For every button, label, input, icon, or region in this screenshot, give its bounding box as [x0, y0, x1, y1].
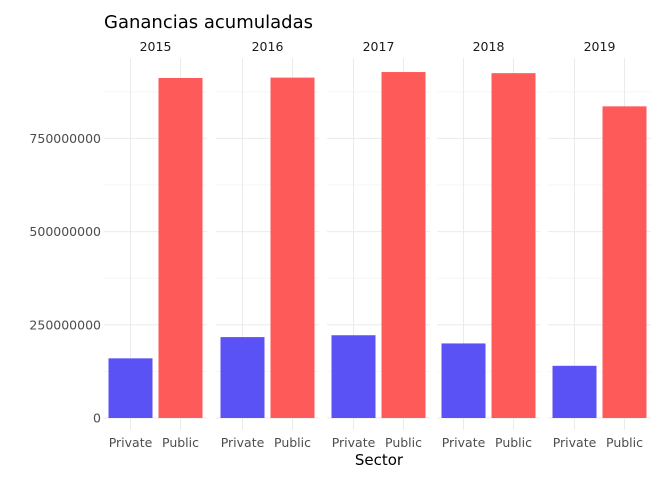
facet-panel-2018: 2018 Private Public [437, 39, 540, 450]
facet-panels: 2015 Private Public 2016 Private Public 2017 Pr… [104, 39, 651, 450]
bar-public-2015 [158, 78, 203, 418]
x-tick-label: Private [332, 435, 376, 450]
x-tick-label: Private [221, 435, 265, 450]
y-tick-label: 0 [93, 411, 101, 426]
x-tick-label: Private [442, 435, 486, 450]
bar-public-2016 [270, 77, 315, 418]
bar-private-2019 [552, 365, 597, 418]
facet-panel-2016: 2016 Private Public [216, 39, 319, 450]
x-tick-label: Public [606, 435, 643, 450]
facet-panel-2017: 2017 Private Public [327, 39, 430, 450]
facet-strip-label: 2018 [473, 39, 505, 54]
facet-panel-2015: 2015 Private Public [104, 39, 207, 450]
x-tick-label: Public [385, 435, 422, 450]
y-tick-label: 500000000 [29, 224, 101, 239]
x-axis-title: Sector [355, 451, 404, 469]
x-tick-label: Public [495, 435, 532, 450]
facet-strip-label: 2019 [584, 39, 616, 54]
bar-private-2017 [331, 335, 376, 418]
y-tick-label: 750000000 [29, 131, 101, 146]
bar-private-2016 [220, 337, 265, 418]
x-tick-label: Public [162, 435, 199, 450]
y-axis: 0 250000000 500000000 750000000 [29, 131, 101, 426]
facet-panel-2019: 2019 Private Public [548, 39, 651, 450]
bar-private-2015 [108, 358, 153, 418]
bar-public-2019 [602, 106, 647, 418]
facet-strip-label: 2017 [363, 39, 395, 54]
chart-title: Ganancias acumuladas [104, 12, 313, 33]
x-tick-label: Private [553, 435, 597, 450]
x-tick-label: Public [274, 435, 311, 450]
facet-strip-label: 2015 [140, 39, 172, 54]
y-tick-label: 250000000 [29, 317, 101, 332]
bar-public-2017 [381, 72, 426, 419]
bar-private-2018 [441, 343, 486, 418]
x-tick-label: Private [109, 435, 153, 450]
bar-public-2018 [491, 73, 536, 418]
facet-strip-label: 2016 [252, 39, 284, 54]
